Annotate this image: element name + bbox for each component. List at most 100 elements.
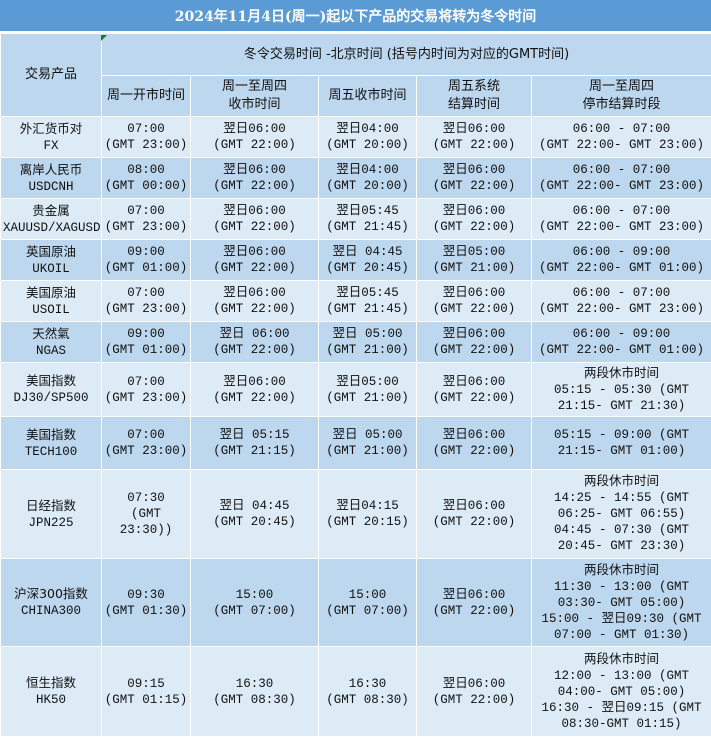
header-col: 周一开市时间 [102, 76, 191, 117]
table-row: 外汇货币对 FX 07:00 (GMT 23:00)翌日06:00 (GMT 22:… [1, 117, 711, 158]
header-col: 周一至周四 停市结算时段 [532, 76, 711, 117]
time-cell: 08:00 (GMT 00:00) [102, 158, 191, 199]
time-cell: 翌日06:00 (GMT 22:00) [191, 363, 319, 417]
product-cell: 离岸人民币 USDCNH [1, 158, 102, 199]
time-cell: 翌日 05:00 (GMT 21:00) [319, 322, 417, 363]
product-name: 沪深300指数 [14, 586, 88, 601]
cell-comment-marker [101, 35, 107, 41]
time-cell: 翌日06:00 (GMT 22:00) [417, 158, 532, 199]
time-cell: 翌日06:00 (GMT 22:00) [417, 417, 532, 470]
time-cell: 翌日 04:45 (GMT 20:45) [191, 470, 319, 559]
product-cell: 美国原油 USOIL [1, 281, 102, 322]
time-cell: 两段休市时间 11:30 - 13:00 (GMT 03:30- GMT 05:… [532, 559, 711, 647]
product-code: DJ30/SP500 [13, 391, 88, 405]
time-cell: 翌日06:00 (GMT 22:00) [191, 199, 319, 240]
table-row: 美国指数 TECH100 07:00 (GMT 23:00)翌日 05:15 (GM… [1, 417, 711, 470]
time-cell: 06:00 - 07:00 (GMT 22:00- GMT 23:00) [532, 199, 711, 240]
table-row: 天然氣 NGAS 09:00 (GMT 01:00)翌日 06:00 (GMT 22… [1, 322, 711, 363]
time-cell: 06:00 - 07:00 (GMT 22:00- GMT 23:00) [532, 281, 711, 322]
time-cell: 09:15 (GMT 01:15) [102, 647, 191, 737]
time-cell: 翌日06:00 (GMT 22:00) [417, 559, 532, 647]
time-cell: 05:15 - 09:00 (GMT 21:15- GMT 01:00) [532, 417, 711, 470]
header-col: 周一至周四 收市时间 [191, 76, 319, 117]
product-code: USOIL [32, 303, 70, 317]
product-name: 日经指数 [26, 498, 76, 513]
time-cell: 16:30 (GMT 08:30) [319, 647, 417, 737]
product-code: CHINA300 [21, 604, 81, 618]
time-cell: 15:00 (GMT 07:00) [319, 559, 417, 647]
time-cell: 07:00 (GMT 23:00) [102, 199, 191, 240]
product-cell: 贵金属 XAUUSD/XAGUSD [1, 199, 102, 240]
time-cell: 07:00 (GMT 23:00) [102, 417, 191, 470]
time-cell: 翌日 04:45 (GMT 20:45) [319, 240, 417, 281]
product-code: FX [43, 139, 58, 153]
product-cell: 美国指数 DJ30/SP500 [1, 363, 102, 417]
time-cell: 09:00 (GMT 01:00) [102, 322, 191, 363]
product-name: 贵金属 [32, 203, 70, 218]
time-cell: 09:30 (GMT 01:30) [102, 559, 191, 647]
time-cell: 翌日06:00 (GMT 22:00) [191, 281, 319, 322]
time-cell: 09:00 (GMT 01:00) [102, 240, 191, 281]
time-cell: 翌日 05:15 (GMT 21:15) [191, 417, 319, 470]
product-code: USDCNH [28, 180, 73, 194]
product-name: 天然氣 [32, 326, 70, 341]
product-code: NGAS [36, 344, 66, 358]
time-cell: 翌日05:00 (GMT 21:00) [417, 240, 532, 281]
time-cell: 翌日04:00 (GMT 20:00) [319, 117, 417, 158]
time-cell: 翌日05:45 (GMT 21:45) [319, 281, 417, 322]
time-cell: 两段休市时间 14:25 - 14:55 (GMT 06:25- GMT 06:… [532, 470, 711, 559]
time-cell: 翌日06:00 (GMT 22:00) [417, 363, 532, 417]
time-cell: 翌日06:00 (GMT 22:00) [191, 240, 319, 281]
time-cell: 06:00 - 07:00 (GMT 22:00- GMT 23:00) [532, 158, 711, 199]
time-cell: 翌日04:00 (GMT 20:00) [319, 158, 417, 199]
trading-hours-table: 交易产品 冬令交易时间 -北京时间 (括号内时间为对应的GMT时间) 周一开市时… [0, 33, 711, 737]
header-product: 交易产品 [1, 34, 102, 117]
product-name: 外汇货币对 [20, 121, 83, 136]
time-cell: 两段休市时间 05:15 - 05:30 (GMT 21:15- GMT 21:… [532, 363, 711, 417]
product-code: UKOIL [32, 262, 70, 276]
product-code: XAUUSD/XAGUSD [3, 221, 101, 235]
time-cell: 06:00 - 09:00 (GMT 22:00- GMT 01:00) [532, 322, 711, 363]
time-cell: 翌日 06:00 (GMT 22:00) [191, 322, 319, 363]
product-cell: 美国指数 TECH100 [1, 417, 102, 470]
time-cell: 翌日06:00 (GMT 22:00) [417, 281, 532, 322]
product-cell: 沪深300指数 CHINA300 [1, 559, 102, 647]
product-cell: 外汇货币对 FX [1, 117, 102, 158]
product-code: TECH100 [25, 445, 78, 459]
header-col: 周五收市时间 [319, 76, 417, 117]
time-cell: 06:00 - 09:00 (GMT 22:00- GMT 01:00) [532, 240, 711, 281]
time-cell: 翌日05:00 (GMT 21:00) [319, 363, 417, 417]
time-cell: 翌日06:00 (GMT 22:00) [417, 322, 532, 363]
time-cell: 07:00 (GMT 23:00) [102, 117, 191, 158]
header-group: 冬令交易时间 -北京时间 (括号内时间为对应的GMT时间) [102, 34, 711, 76]
time-cell: 两段休市时间 12:00 - 13:00 (GMT 04:00- GMT 05:… [532, 647, 711, 737]
time-cell: 翌日05:45 (GMT 21:45) [319, 199, 417, 240]
table-row: 恒生指数 HK50 09:15 (GMT 01:15) 16:30 (GMT 08:3… [1, 647, 711, 737]
table-row: 日经指数 JPN225 07:30 (GMT 23:30))翌日 04:45 (GM… [1, 470, 711, 559]
time-cell: 翌日04:15 (GMT 20:15) [319, 470, 417, 559]
page-title: 2024年11月4日(周一)起以下产品的交易将转为冬令时间 [0, 0, 711, 33]
product-name: 恒生指数 [26, 675, 76, 690]
product-name: 美国原油 [26, 285, 76, 300]
time-cell: 翌日06:00 (GMT 22:00) [191, 158, 319, 199]
time-cell: 翌日06:00 (GMT 22:00) [417, 647, 532, 737]
time-cell: 翌日06:00 (GMT 22:00) [417, 199, 532, 240]
product-name: 离岸人民币 [20, 162, 83, 177]
time-cell: 07:00 (GMT 23:00) [102, 281, 191, 322]
time-cell: 15:00 (GMT 07:00) [191, 559, 319, 647]
product-code: JPN225 [28, 516, 73, 530]
product-name: 美国指数 [26, 427, 76, 442]
time-cell: 07:00 (GMT 23:00) [102, 363, 191, 417]
product-code: HK50 [36, 693, 66, 707]
product-name: 美国指数 [26, 373, 76, 388]
time-cell: 翌日06:00 (GMT 22:00) [417, 470, 532, 559]
time-cell: 06:00 - 07:00 (GMT 22:00- GMT 23:00) [532, 117, 711, 158]
time-cell: 07:30 (GMT 23:30)) [102, 470, 191, 559]
time-cell: 翌日06:00 (GMT 22:00) [191, 117, 319, 158]
